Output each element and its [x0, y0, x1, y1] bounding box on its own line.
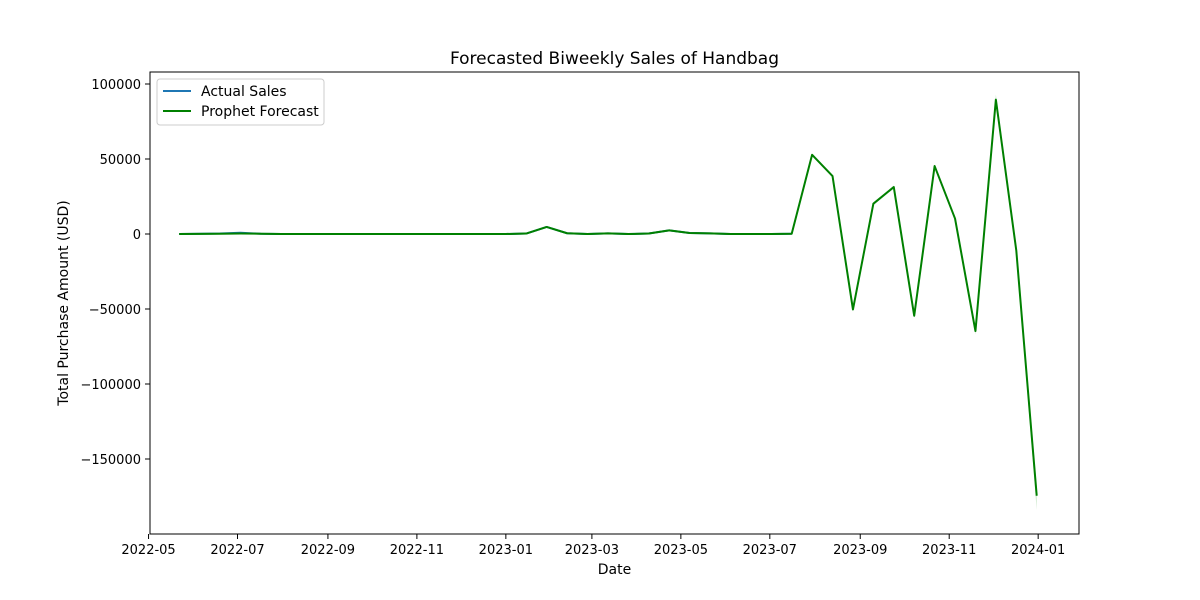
x-tick-label: 2023-09 — [833, 543, 887, 558]
series-line-layer — [179, 98, 1038, 496]
y-tick-label: −150000 — [80, 453, 141, 468]
x-tick-label: 2023-01 — [479, 543, 533, 558]
y-axis: 100000 50000 0 −50000 −100000 −150000 — [80, 78, 150, 468]
x-tick-label: 2023-11 — [922, 543, 976, 558]
chart-title: Forecasted Biweekly Sales of Handbag — [450, 49, 779, 69]
y-tick-label: 100000 — [91, 78, 141, 93]
x-tick-label: 2023-07 — [743, 543, 797, 558]
x-tick-label: 2023-05 — [654, 543, 708, 558]
y-tick-label: −50000 — [89, 303, 141, 318]
x-tick-label: 2022-05 — [121, 543, 175, 558]
plot-frame — [149, 71, 1080, 535]
x-tick-label: 2022-11 — [390, 543, 444, 558]
prophet-forecast-line — [179, 98, 1038, 496]
x-tick-label: 2023-03 — [565, 543, 619, 558]
y-tick-label: −100000 — [80, 378, 141, 393]
y-tick-label: 0 — [133, 228, 141, 243]
legend-label-actual-sales: Actual Sales — [201, 84, 287, 100]
y-axis-title: Total Purchase Amount (USD) — [56, 200, 72, 406]
legend: Actual Sales Prophet Forecast — [156, 78, 325, 126]
x-tick-label: 2022-07 — [210, 543, 264, 558]
x-tick-label: 2022-09 — [301, 543, 355, 558]
legend-label-prophet-forecast: Prophet Forecast — [201, 104, 319, 120]
y-tick-label: 50000 — [100, 153, 141, 168]
legend-box — [156, 78, 325, 126]
x-axis-title: Date — [598, 562, 631, 578]
x-axis: 2022-05 2022-07 2022-09 2022-11 2023-01 2023-… — [121, 534, 1065, 558]
x-tick-label: 2024-01 — [1011, 543, 1065, 558]
